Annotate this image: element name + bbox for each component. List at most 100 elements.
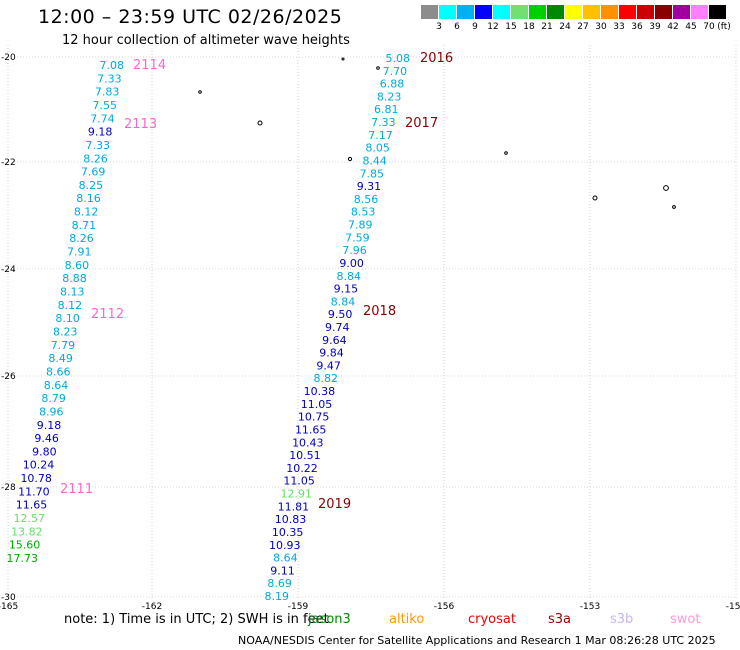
scale-label: 30 <box>595 22 607 32</box>
swh-label: 9.15 <box>334 283 359 296</box>
satellite-altiko: altiko <box>389 612 425 627</box>
swh-label: 8.16 <box>76 192 101 205</box>
lon-tick-label: -165 <box>0 602 18 612</box>
swh-label: 8.19 <box>265 590 290 603</box>
swh-label: 9.80 <box>32 445 57 458</box>
swh-label: 8.49 <box>48 352 73 365</box>
swh-label: 7.69 <box>81 166 106 179</box>
lon-tick-label: -162 <box>142 602 162 612</box>
islands <box>198 57 676 209</box>
swh-track-east: 5.087.706.888.236.817.337.178.058.447.85… <box>265 52 411 603</box>
swh-label: 5.08 <box>386 52 411 65</box>
scale-unit: (ft) <box>717 22 731 32</box>
swh-label: 9.00 <box>339 257 364 270</box>
swh-label: 7.89 <box>348 219 373 232</box>
scale-swatch <box>709 5 726 19</box>
lat-tick-label: -20 <box>1 53 16 63</box>
swh-label: 11.05 <box>301 398 333 411</box>
island-outline <box>672 205 676 209</box>
scale-label: 33 <box>613 22 625 32</box>
pass-label: 2019 <box>318 497 351 512</box>
lat-tick-label: -26 <box>1 372 16 382</box>
swh-label: 10.22 <box>286 462 318 475</box>
scale-swatch <box>637 5 654 19</box>
scale-swatch <box>601 5 618 19</box>
swh-label: 10.24 <box>23 459 55 472</box>
swh-track-west: 7.087.337.837.557.749.187.338.267.698.25… <box>7 59 125 565</box>
pass-label: 2111 <box>60 482 93 497</box>
scale-swatch <box>655 5 672 19</box>
swh-label: 10.43 <box>292 436 324 449</box>
swh-label: 7.17 <box>368 129 393 142</box>
swh-label: 7.33 <box>97 72 122 85</box>
scale-label: 18 <box>523 22 535 32</box>
pass-label: 2112 <box>91 307 124 322</box>
swh-label: 9.64 <box>322 334 347 347</box>
scale-swatch <box>457 5 474 19</box>
satellite-s3b: s3b <box>610 612 634 627</box>
swh-label: 8.88 <box>62 272 87 285</box>
swh-label: 11.81 <box>278 500 310 513</box>
map-grid <box>7 45 737 600</box>
swh-label: 9.47 <box>316 359 341 372</box>
swh-label: 8.53 <box>351 206 376 219</box>
scale-label: 21 <box>541 22 553 32</box>
scale-label: 24 <box>559 22 571 32</box>
swh-label: 8.69 <box>267 577 292 590</box>
scale-label: 27 <box>577 22 589 32</box>
pass-label: 2017 <box>405 116 438 131</box>
swh-label: 8.23 <box>53 325 78 338</box>
satellite-s3a: s3a <box>548 612 572 627</box>
swh-label: 7.33 <box>371 116 396 129</box>
pass-label: 2113 <box>124 117 157 132</box>
scale-swatch <box>439 5 456 19</box>
swh-label: 8.64 <box>44 379 69 392</box>
swh-label: 10.51 <box>289 449 321 462</box>
swh-label: 8.56 <box>354 193 379 206</box>
scale-swatch <box>475 5 492 19</box>
scale-swatch <box>421 5 438 19</box>
scale-label: 70 <box>703 22 715 32</box>
lat-tick-label: -22 <box>1 158 16 168</box>
lat-tick-label: -24 <box>1 265 16 275</box>
lon-tick-label: -156 <box>434 602 455 612</box>
pass-label: 2016 <box>420 51 453 66</box>
swh-label: 7.74 <box>90 112 115 125</box>
scale-label: 39 <box>649 22 661 32</box>
pass-labels: 2114 2113 2112 2111 2016 2017 2018 2019 <box>60 51 453 512</box>
island-outline <box>347 156 353 162</box>
lon-tick-label: -150 <box>726 602 740 612</box>
scale-swatch <box>547 5 564 19</box>
swh-label: 8.12 <box>58 299 83 312</box>
swh-label: 8.71 <box>72 219 97 232</box>
island-outline <box>257 120 263 126</box>
swh-label: 11.05 <box>283 475 315 488</box>
swh-label: 7.79 <box>51 339 76 352</box>
swh-label: 8.96 <box>39 405 64 418</box>
swh-label: 10.83 <box>275 513 307 526</box>
swh-label: 8.64 <box>273 552 298 565</box>
swh-label: 8.44 <box>362 154 387 167</box>
scale-label: 9 <box>472 22 478 32</box>
scale-swatch <box>493 5 510 19</box>
swh-label: 8.13 <box>60 286 85 299</box>
lon-tick-label: -159 <box>288 602 309 612</box>
swh-label: 8.25 <box>79 179 104 192</box>
swh-label: 9.74 <box>325 321 350 334</box>
swh-label: 8.26 <box>69 232 94 245</box>
axis-ticks: -20 -22 -24 -26 -28 -30-165 -162 -159 -156 -153 -1… <box>0 53 740 612</box>
swh-label: 12.57 <box>13 512 45 525</box>
swh-label: 7.70 <box>383 65 408 78</box>
map-title: 12:00 – 23:59 UTC 02/26/2025 <box>38 6 343 28</box>
pass-label: 2114 <box>133 58 166 73</box>
island-outline <box>663 185 669 191</box>
island-outline <box>198 90 202 94</box>
swh-label: 7.96 <box>342 244 367 257</box>
swh-label: 9.18 <box>88 126 113 139</box>
swh-label: 11.65 <box>295 423 327 436</box>
swh-label: 10.35 <box>272 526 304 539</box>
swh-label: 8.84 <box>331 295 356 308</box>
swh-label: 9.18 <box>37 419 62 432</box>
swh-label: 8.66 <box>46 365 71 378</box>
swh-label: 8.12 <box>74 206 99 219</box>
